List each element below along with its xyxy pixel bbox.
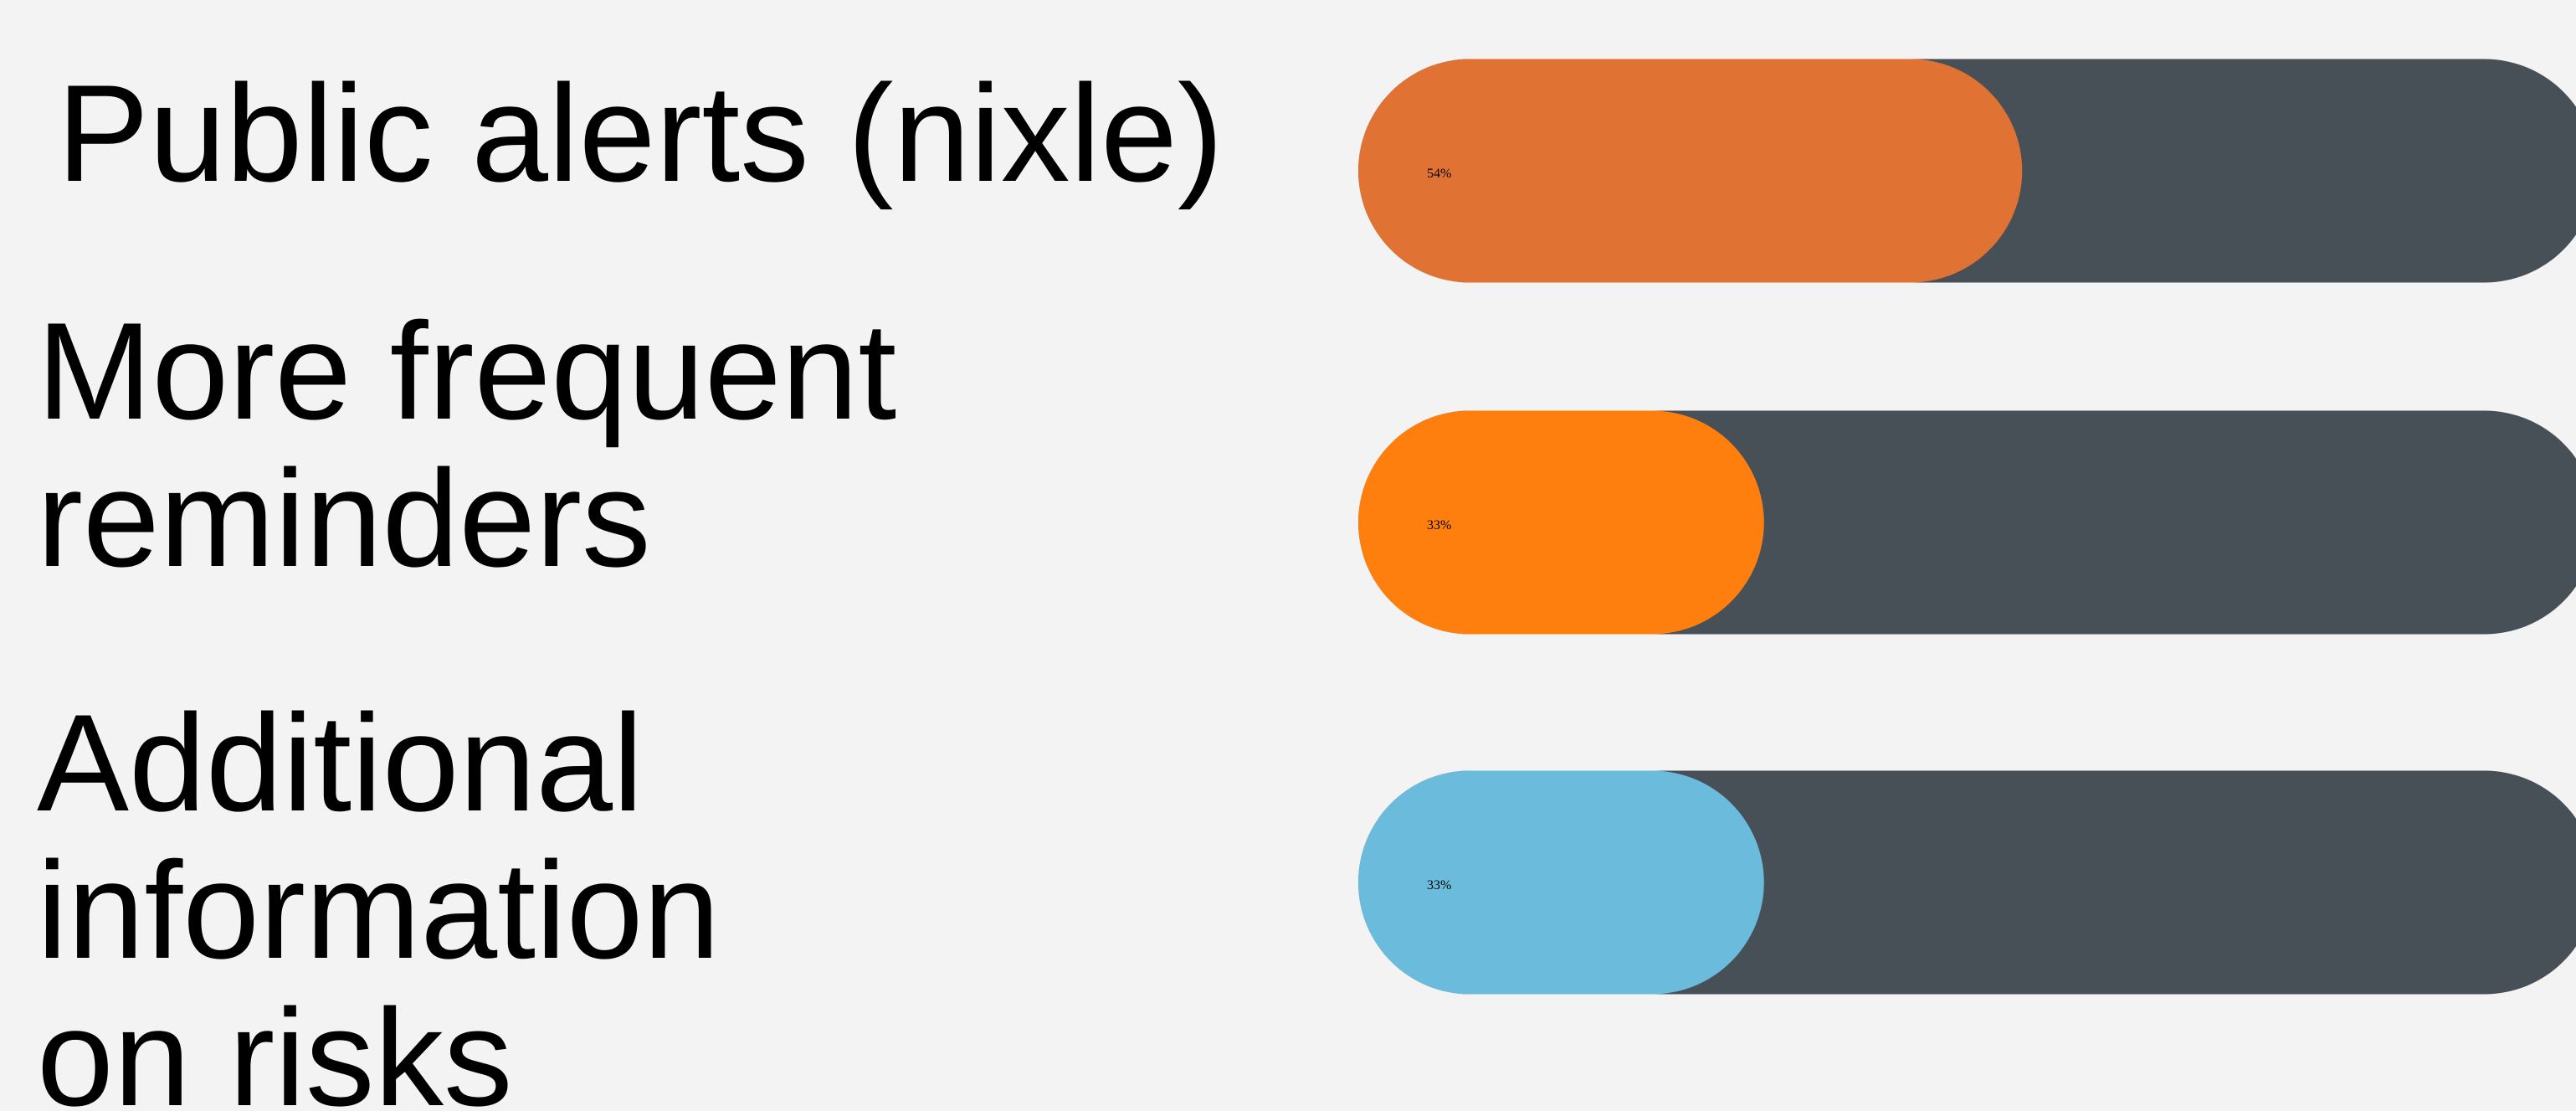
category-label: Public alerts (nixle) (57, 56, 1224, 210)
category-label-line: information (37, 833, 720, 987)
category-label-line: Public alerts (nixle) (57, 56, 1224, 210)
value-label: 54% (1427, 167, 1451, 181)
value-label: 33% (1427, 518, 1451, 532)
category-label: More frequent reminders (37, 294, 896, 595)
bar (1358, 59, 2023, 283)
category-label: Additional information on risks (37, 686, 720, 1111)
category-label-line: More frequent (37, 294, 896, 448)
value-label: 33% (1427, 878, 1451, 892)
category-label-line: reminders (37, 441, 651, 595)
bar (1358, 410, 1764, 635)
category-label-line: on risks (37, 980, 512, 1111)
bar (1358, 770, 1764, 995)
category-label-line: Additional (37, 686, 644, 840)
